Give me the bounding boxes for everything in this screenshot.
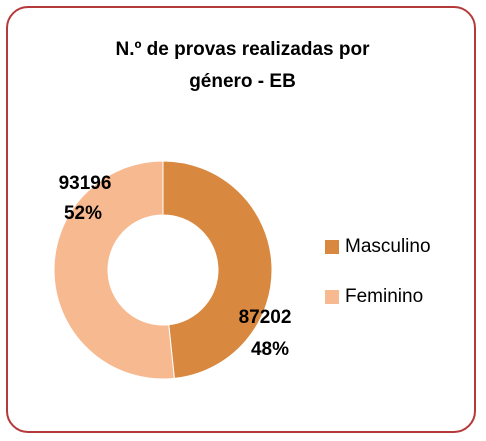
- legend-swatch: [325, 240, 339, 254]
- donut-segment: [53, 160, 175, 380]
- data-label: 87202: [239, 307, 292, 328]
- legend-label: Feminino: [345, 286, 423, 307]
- percent-label: 52%: [64, 203, 102, 224]
- legend-label: Masculino: [345, 236, 431, 257]
- data-label: 93196: [59, 173, 112, 194]
- donut-segment: [162, 160, 273, 379]
- chart-border: [6, 6, 476, 433]
- chart-title: N.º de provas realizadas por género - EB: [115, 39, 370, 92]
- percent-label: 48%: [251, 339, 289, 360]
- legend-swatch: [325, 290, 339, 304]
